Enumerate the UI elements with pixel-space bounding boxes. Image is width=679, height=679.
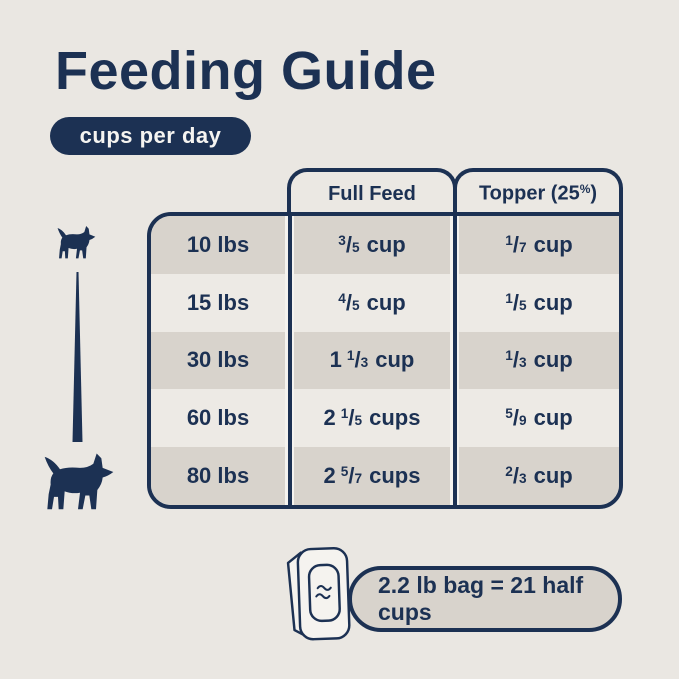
weight-cell: 30 lbs (151, 331, 285, 390)
column-divider (287, 216, 292, 505)
bag-yield-text: 2.2 lb bag = 21 half cups (378, 572, 584, 625)
size-taper-wedge-icon (71, 272, 84, 442)
badge-label: cups per day (79, 123, 222, 148)
weight-cell: 60 lbs (151, 389, 285, 448)
full-feed-cell: 2 5/7 cups (294, 447, 450, 505)
topper-cell: 5/9 cup (459, 389, 619, 448)
table-row: 80 lbs 2 5/7 cups 2/3 cup (151, 447, 619, 505)
full-feed-label: Full Feed (328, 182, 416, 205)
topper-cell: 1/5 cup (459, 273, 619, 332)
column-header-topper: Topper (25%) (453, 168, 623, 216)
topper-cell: 2/3 cup (459, 447, 619, 505)
column-header-full-feed: Full Feed (287, 168, 457, 216)
topper-cell: 1/7 cup (459, 216, 619, 274)
full-feed-cell: 1 1/3 cup (294, 331, 450, 390)
table-row: 10 lbs 3/5 cup 1/7 cup (151, 216, 619, 274)
table-row: 60 lbs 2 1/5 cups 5/9 cup (151, 389, 619, 448)
column-divider (452, 216, 457, 505)
bag-yield-pill: 2.2 lb bag = 21 half cups (348, 566, 622, 632)
full-feed-cell: 4/5 cup (294, 273, 450, 332)
full-feed-cell: 3/5 cup (294, 216, 450, 274)
table-row: 30 lbs 1 1/3 cup 1/3 cup (151, 331, 619, 390)
large-dog-icon (40, 450, 120, 512)
small-dog-icon (55, 224, 99, 260)
full-feed-cell: 2 1/5 cups (294, 389, 450, 448)
weight-cell: 10 lbs (151, 216, 285, 274)
page-title: Feeding Guide (55, 41, 437, 101)
topper-cell: 1/3 cup (459, 331, 619, 390)
feeding-table-rows: 10 lbs 3/5 cup 1/7 cup 15 lbs 4/5 cup 1/5 cu… (151, 216, 619, 505)
weight-cell: 15 lbs (151, 273, 285, 332)
food-bag-icon (276, 538, 358, 648)
feeding-table: 10 lbs 3/5 cup 1/7 cup 15 lbs 4/5 cup 1/5 cu… (147, 212, 623, 509)
table-row: 15 lbs 4/5 cup 1/5 cup (151, 273, 619, 332)
topper-label: Topper (25%) (478, 182, 598, 205)
weight-cell: 80 lbs (151, 447, 285, 505)
cups-per-day-badge: cups per day (50, 117, 251, 155)
